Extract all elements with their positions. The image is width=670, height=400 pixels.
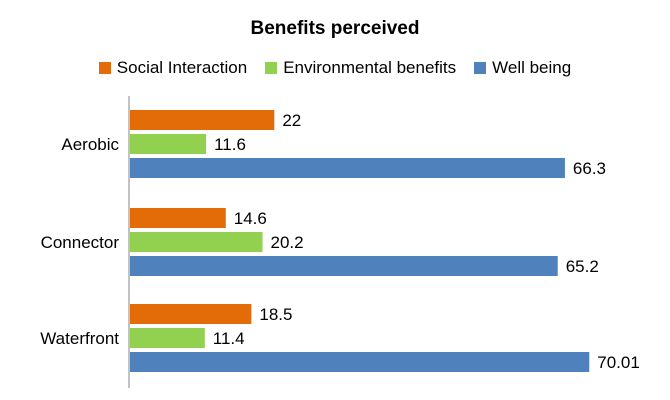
bar-social-interaction-connector xyxy=(130,208,226,228)
bar-environmental-benefits-aerobic xyxy=(130,134,207,154)
data-label-environmental-benefits-waterfront: 11.4 xyxy=(213,329,245,348)
bar-environmental-benefits-waterfront xyxy=(130,328,205,348)
bar-social-interaction-waterfront xyxy=(130,304,252,324)
legend-swatch-well-being xyxy=(474,62,487,74)
legend-label-social-interaction: Social Interaction xyxy=(116,58,248,77)
data-label-social-interaction-waterfront: 18.5 xyxy=(259,305,292,324)
data-label-well-being-aerobic: 66.3 xyxy=(573,159,606,178)
bar-social-interaction-aerobic xyxy=(130,110,275,130)
legend-swatch-social-interaction xyxy=(98,62,111,74)
category-label-aerobic: Aerobic xyxy=(61,135,119,154)
legend-label-well-being: Well being xyxy=(492,58,572,77)
bar-well-being-waterfront xyxy=(130,352,590,372)
legend-label-environmental-benefits: Environmental benefits xyxy=(283,58,457,77)
data-label-social-interaction-aerobic: 22 xyxy=(282,111,301,130)
legend-item-well-being: Well being xyxy=(474,58,571,78)
data-label-environmental-benefits-connector: 20.2 xyxy=(271,233,304,252)
data-label-well-being-waterfront: 70.01 xyxy=(597,353,640,372)
bar-environmental-benefits-connector xyxy=(130,232,263,252)
data-label-social-interaction-connector: 14.6 xyxy=(234,209,267,228)
legend: Social Interaction Environmental benefit… xyxy=(0,58,670,78)
data-label-well-being-connector: 65.2 xyxy=(566,257,599,276)
legend-swatch-environmental-benefits xyxy=(265,62,278,74)
category-label-waterfront: Waterfront xyxy=(40,329,119,348)
bar-well-being-aerobic xyxy=(130,158,565,178)
bar-well-being-connector xyxy=(130,256,558,276)
legend-item-environmental-benefits: Environmental benefits xyxy=(265,58,456,78)
category-label-connector: Connector xyxy=(41,233,120,252)
chart-title: Benefits perceived xyxy=(250,18,420,39)
legend-item-social-interaction: Social Interaction xyxy=(98,58,248,78)
data-label-environmental-benefits-aerobic: 11.6 xyxy=(214,135,246,154)
